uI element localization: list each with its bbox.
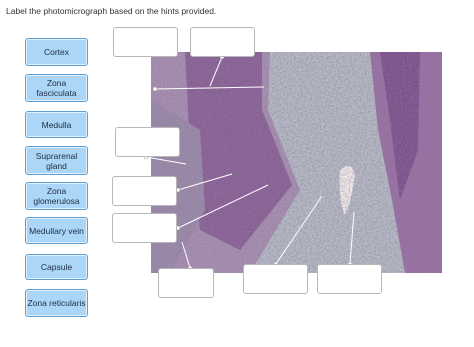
label-chip[interactable]: Zona reticularis [25,289,88,317]
label-chip[interactable]: Zona fasciculata [25,74,88,102]
drop-box[interactable] [317,264,382,294]
label-chip[interactable]: Zona glomerulosa [25,182,88,210]
drop-box[interactable] [158,268,214,298]
leader-lines [145,56,355,269]
label-chip[interactable]: Cortex [25,38,88,66]
drop-box[interactable] [243,264,308,294]
label-chip[interactable]: Medullary vein [25,217,88,244]
instruction: Label the photomicrograph based on the h… [6,6,217,16]
drop-box[interactable] [113,27,178,57]
label-chip[interactable]: Capsule [25,254,88,280]
micrograph [151,52,442,273]
drop-box[interactable] [112,213,177,243]
drop-box[interactable] [115,127,180,157]
label-chip[interactable]: Suprarenal gland [25,146,88,175]
drop-box[interactable] [190,27,255,57]
drop-box[interactable] [112,176,177,206]
label-chip[interactable]: Medulla [25,111,88,138]
